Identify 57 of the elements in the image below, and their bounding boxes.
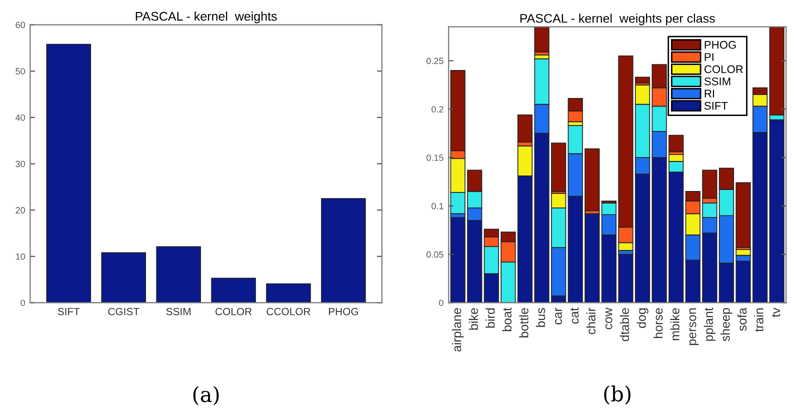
text: (b) [604,385,630,405]
x-tick-label: cat [570,308,579,324]
y-tick-label: 40 [15,114,25,121]
y-tick-label: 0.15 [426,154,444,161]
bar [266,283,311,303]
x-tick-label: CGIST [108,308,140,316]
legend-label: SSIM [704,77,730,86]
y-tick-label: 0.1 [432,202,444,210]
legend-label: PI [704,53,714,61]
bar [101,252,146,303]
x-tick-label: airplane [452,308,464,352]
legend-label: RI [704,90,714,98]
y-tick-label: 0 [439,300,444,306]
x-tick-label: train [754,308,764,332]
legend-label: SIFT [704,102,728,110]
x-tick-label: CCOLOR [266,308,310,316]
x-tick-label: COLOR [216,308,252,316]
x-tick-label: dtable [620,308,630,342]
chart-title: PASCAL - kernel weights per class [520,14,715,26]
x-tick-label: sofa [737,308,747,331]
x-tick-label: bus [536,308,546,327]
y-tick-label: 10 [16,253,25,260]
x-tick-label: dog [636,308,648,328]
bar [46,44,92,303]
legend-label: COLOR [704,65,743,74]
y-tick-label: 60 [16,22,25,28]
x-tick-label: horse [653,308,663,338]
bar [211,278,256,303]
x-tick-label: SSIM [166,308,190,316]
chart-title: PASCAL - kernel weights [136,12,277,24]
x-tick-label: bottle [519,308,528,338]
y-tick-label: 0 [20,300,25,306]
bar [534,26,550,52]
x-tick-label: tv [772,308,780,318]
x-tick-label: pplant [704,308,716,341]
x-tick-label: car [555,308,562,324]
x-tick-label: cow [605,308,612,330]
x-tick-label: SIFT [58,308,80,316]
x-tick-label: chair [586,308,596,334]
y-tick-label: 20 [16,207,25,214]
bar [156,246,201,303]
bar [769,119,784,303]
x-tick-label: person [689,308,699,345]
text: (a) [193,386,219,406]
x-tick-label: bird [486,308,495,328]
legend-label: PHOG [704,40,736,49]
x-tick-label: bike [468,308,478,330]
y-tick-label: 0.25 [426,58,444,64]
y-tick-label: 50 [16,68,25,74]
y-tick-label: 0.05 [426,251,444,258]
x-tick-label: mbike [670,308,680,340]
bar [321,198,366,303]
x-tick-label: sheep [720,308,732,342]
x-tick-label: boat [502,308,512,332]
y-tick-label: 30 [16,160,25,168]
y-tick-label: 0.2 [432,106,444,112]
x-tick-label: PHOG [328,308,358,316]
